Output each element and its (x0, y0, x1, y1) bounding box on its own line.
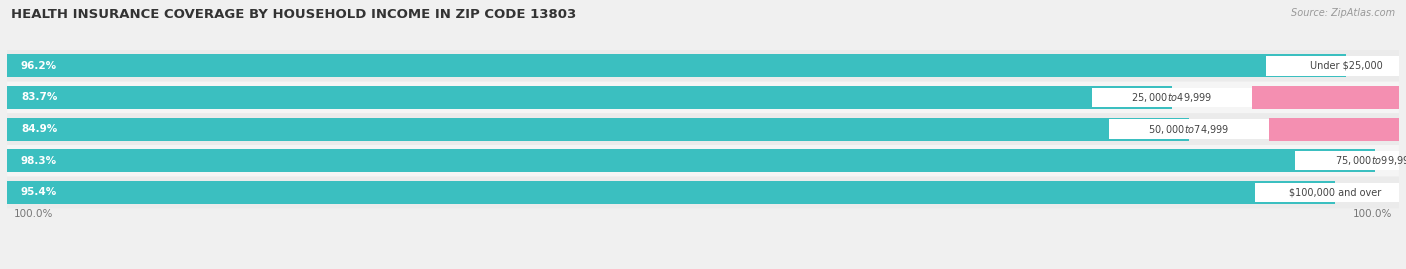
Text: 83.7%: 83.7% (21, 93, 58, 102)
Text: 100.0%: 100.0% (1353, 209, 1392, 219)
Text: $25,000 to $49,999: $25,000 to $49,999 (1132, 91, 1213, 104)
FancyBboxPatch shape (7, 176, 1399, 208)
Text: 96.2%: 96.2% (21, 61, 58, 71)
Text: 100.0%: 100.0% (14, 209, 53, 219)
FancyBboxPatch shape (7, 113, 1399, 145)
Bar (1253, 86, 1406, 109)
Bar (1109, 119, 1268, 139)
Text: HEALTH INSURANCE COVERAGE BY HOUSEHOLD INCOME IN ZIP CODE 13803: HEALTH INSURANCE COVERAGE BY HOUSEHOLD I… (11, 8, 576, 21)
Bar (1256, 183, 1406, 202)
Bar (7, 118, 1189, 140)
Bar (7, 149, 1375, 172)
Text: Source: ZipAtlas.com: Source: ZipAtlas.com (1291, 8, 1395, 18)
Bar (7, 86, 1173, 109)
Bar (1265, 56, 1406, 76)
Text: $75,000 to $99,999: $75,000 to $99,999 (1334, 154, 1406, 167)
FancyBboxPatch shape (7, 145, 1399, 176)
Bar (1268, 118, 1406, 140)
Bar (7, 54, 1346, 77)
Text: 98.3%: 98.3% (21, 156, 58, 166)
FancyBboxPatch shape (7, 82, 1399, 113)
Text: $50,000 to $74,999: $50,000 to $74,999 (1149, 123, 1229, 136)
Text: Under $25,000: Under $25,000 (1310, 61, 1382, 71)
Bar (7, 181, 1334, 204)
FancyBboxPatch shape (7, 50, 1399, 82)
Bar (1092, 88, 1253, 107)
Bar (1295, 151, 1406, 171)
Text: $100,000 and over: $100,000 and over (1289, 187, 1381, 197)
Text: 84.9%: 84.9% (21, 124, 58, 134)
Text: 95.4%: 95.4% (21, 187, 58, 197)
